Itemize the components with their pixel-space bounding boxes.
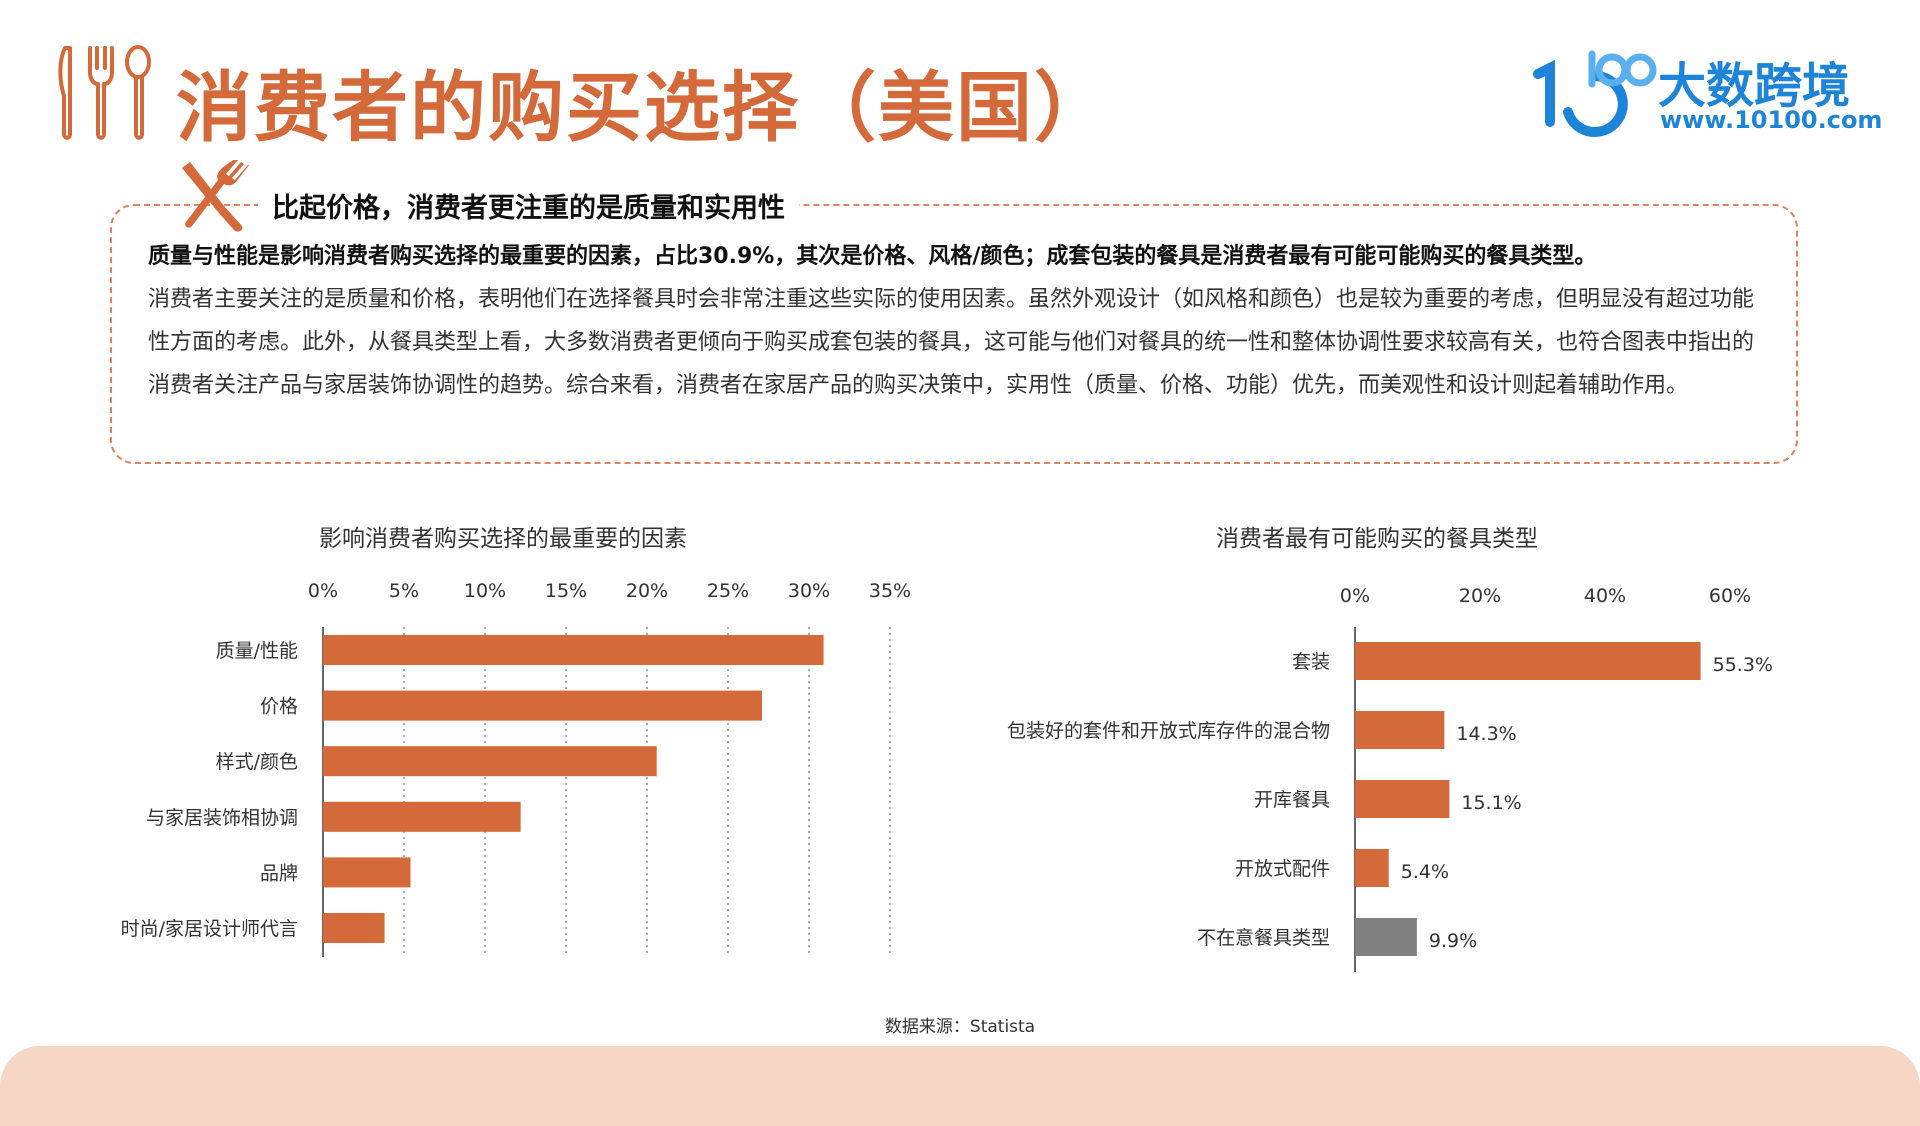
category-label: 价格 [260,696,298,718]
page-title: 消费者的购买选择（美国） [176,63,1112,152]
category-label: 品牌 [260,862,298,884]
brand-url[interactable]: www.10100.com [1660,106,1883,134]
category-label: 质量/性能 [216,640,298,662]
factors-bar-chart: 0% 5% 10% 15% 20% 25% 30% 35% 质量/性能价格样式/颜色与家居装饰相… [121,580,911,957]
summary-box [110,204,1798,464]
x-tick-label: 5% [389,580,419,602]
brand-logo: 大数跨境 www.10100.com [1530,46,1882,146]
x-tick-label: 0% [308,580,338,602]
x-tick-label: 30% [788,580,830,602]
x-tick-label: 0% [1340,585,1370,607]
x-tick-label: 15% [545,580,587,602]
bar-1 [1355,711,1445,749]
bar-4 [323,857,411,888]
chart1-title: 影响消费者购买选择的最重要的因素 [319,526,687,552]
category-label: 套装 [1292,651,1330,673]
data-label: 5.4% [1401,861,1449,883]
cutlery-icon [58,45,151,140]
bar-2 [1355,780,1450,818]
category-label: 开库餐具 [1254,789,1330,811]
summary-heading: 比起价格，消费者更注重的是质量和实用性 [258,186,799,225]
bar-3 [323,801,521,832]
brand-name: 大数跨境 [1658,58,1851,114]
summary-lead: 质量与性能是影响消费者购买选择的最重要的因素，占比30.9%，其次是价格、风格/… [148,244,1597,269]
x-tick-label: 25% [707,580,749,602]
bar-4 [1355,918,1417,956]
chart2-title: 消费者最有可能购买的餐具类型 [1216,526,1538,552]
category-label: 不在意餐具类型 [1197,927,1330,949]
data-label: 9.9% [1429,930,1477,952]
data-label: 55.3% [1713,654,1773,676]
bar-0 [1355,642,1701,680]
summary-body: 消费者主要关注的是质量和价格，表明他们在选择餐具时会非常注重这些实际的使用因素。… [148,287,1755,398]
bar-1 [323,690,763,721]
x-tick-label: 35% [869,580,911,602]
footer-band [0,1046,1920,1126]
bar-3 [1355,849,1389,887]
x-tick-label: 60% [1709,585,1751,607]
x-tick-label: 40% [1584,585,1626,607]
x-tick-label: 20% [1459,585,1501,607]
bar-0 [323,635,824,665]
x-tick-label: 10% [464,580,506,602]
bar-5 [323,913,385,943]
x-tick-label: 20% [626,580,668,602]
data-label: 15.1% [1461,792,1521,814]
brand-logo-mark [1533,50,1657,137]
category-label: 包装好的套件和开放式库存件的混合物 [1007,720,1330,742]
data-source: 数据来源：Statista [884,1017,1036,1037]
category-label: 与家居装饰相协调 [146,807,298,829]
category-label: 时尚/家居设计师代言 [121,918,298,940]
bar-2 [323,746,657,777]
tableware-type-bar-chart: 0% 20% 40% 60% 套装 55.3% 包装好的套件和开放式库存件的混合物 14.3%… [1007,585,1773,972]
category-label: 开放式配件 [1235,858,1330,880]
fork-knife-icon [182,160,250,232]
data-label: 14.3% [1456,723,1516,745]
category-label: 样式/颜色 [216,751,298,773]
